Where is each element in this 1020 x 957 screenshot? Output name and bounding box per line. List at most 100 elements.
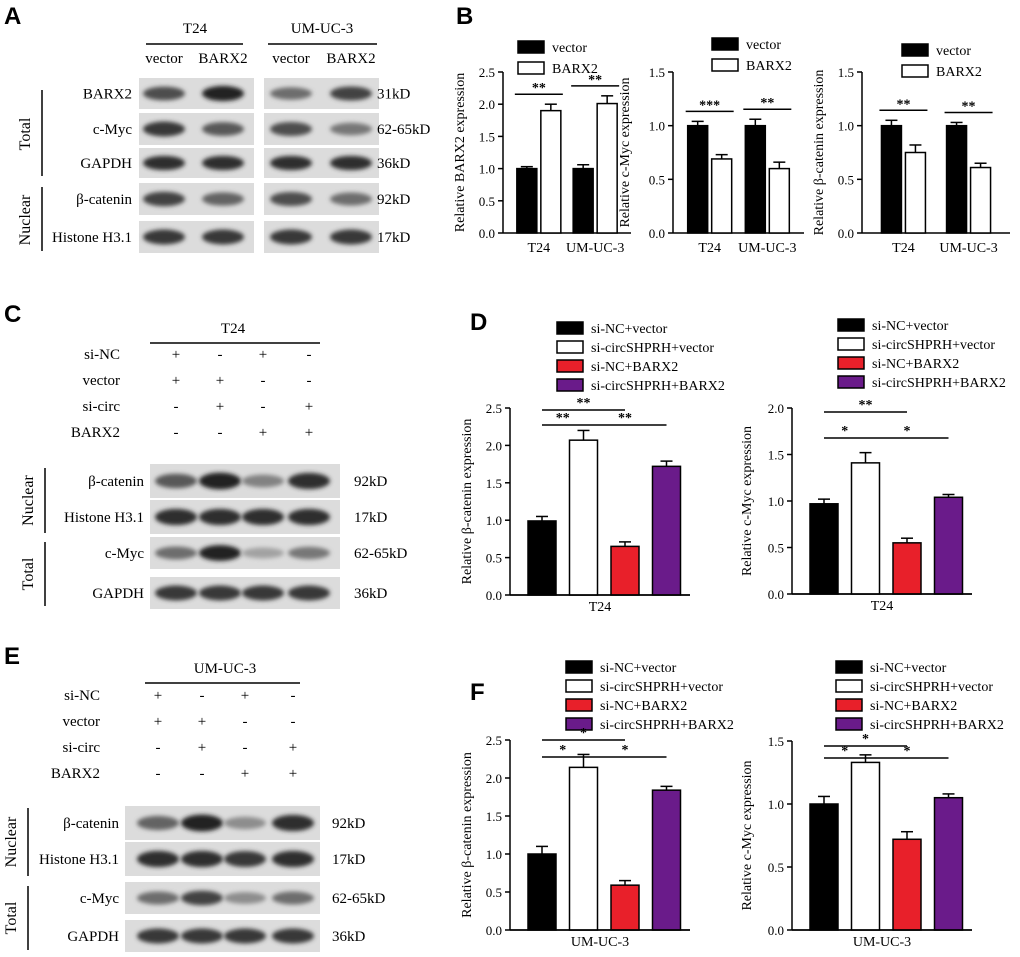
significance-mark: * [841, 424, 848, 439]
legend-label: si-circSHPRH+BARX2 [870, 718, 1004, 733]
y-axis-label: Relative BARX2 expression [453, 73, 468, 232]
side-label: Nuclear [17, 194, 34, 245]
x-tick-label: T24 [528, 241, 551, 256]
panel-a: A T24 UM-UC-3 vector BARX2 vector BARX2 BARX2 31… [4, 3, 430, 253]
legend-label: si-circSHPRH+vector [591, 341, 714, 356]
blot-e-2-band-4 [272, 850, 314, 868]
bar-si-circSHPRH+BARX2 [651, 789, 682, 931]
legend-label: si-circSHPRH+vector [600, 680, 723, 695]
y-tick-label: 0.0 [479, 226, 495, 241]
significance-mark: ** [896, 97, 910, 112]
blot-a-right-2-band-2 [330, 122, 372, 136]
legend-swatch [901, 43, 929, 57]
panel-e: E UM-UC-3 si-NC + - + - vector + + - - si-circ - + - + BA… [3, 643, 385, 952]
y-tick-label: 1.5 [838, 65, 854, 80]
legend-label: si-NC+BARX2 [870, 699, 957, 714]
blot-a-left-4-band-1 [143, 191, 185, 207]
row-label: c-Myc [105, 546, 144, 562]
legend-label: si-NC+vector [600, 661, 677, 676]
row-label: GAPDH [92, 586, 144, 602]
y-axis-label: Relative β-catenin expression [812, 70, 827, 236]
legend-swatch [565, 679, 593, 693]
blot-row: c-Myc 62-65kD [105, 537, 407, 569]
blot-row: c-Myc 62-65kD [80, 882, 385, 914]
legend-swatch [565, 698, 593, 712]
y-tick-label: 0.5 [768, 860, 784, 875]
size-label: 36kD [354, 586, 388, 602]
legend-swatch [556, 340, 584, 354]
chart-b3: 0.0 0.5 1.0 1.5 Relative β-catenin expressio… [812, 43, 1010, 256]
size-label: 62-65kD [332, 891, 385, 907]
blot-c-1-band-4 [288, 472, 330, 490]
row-label: β-catenin [76, 192, 132, 208]
row-label: Histone H3.1 [52, 230, 132, 246]
bar-vector-T24 [686, 124, 709, 234]
blot-e-4-band-3 [224, 928, 266, 944]
condition-sign: - [291, 714, 296, 730]
legend-label: vector [552, 41, 587, 56]
panel-letter-a: A [4, 3, 21, 30]
lane-label: vector [272, 51, 309, 67]
row-label: BARX2 [83, 87, 132, 103]
condition-sign: + [198, 714, 206, 730]
x-axis-label: T24 [589, 600, 612, 615]
chart-d1: 0.0 0.5 1.0 1.5 2.0 2.5 Relative β-catenin exp… [460, 321, 725, 615]
bar-vector-UM-UC-3 [945, 124, 968, 234]
panel-letter-b: B [456, 3, 473, 30]
significance-mark: ** [760, 96, 774, 111]
bar-si-NC+vector [527, 853, 557, 931]
blot-e-1-band-1 [137, 815, 179, 831]
significance-mark: ** [962, 99, 976, 114]
condition-sign: - [174, 425, 179, 441]
blot-a-left-3-band-2 [202, 155, 244, 171]
size-label: 36kD [377, 156, 411, 172]
y-tick-label: 1.5 [486, 809, 502, 824]
y-tick-label: 0.0 [768, 587, 784, 602]
bar-vector-T24 [516, 167, 538, 234]
y-tick-label: 2.0 [479, 97, 495, 112]
x-axis-label: UM-UC-3 [571, 935, 629, 950]
panel-letter-c: C [4, 301, 21, 328]
legend-label: si-circSHPRH+BARX2 [872, 376, 1006, 391]
legend-swatch [565, 660, 593, 674]
size-label: 62-65kD [354, 546, 407, 562]
blot-c-2-band-4 [288, 508, 330, 526]
legend-label: vector [936, 44, 971, 59]
blot-e-3-band-3 [224, 892, 266, 904]
legend-swatch [837, 337, 865, 351]
significance-mark: ** [859, 398, 873, 413]
blot-c-3-band-1 [155, 546, 197, 560]
legend-swatch [901, 64, 929, 78]
blot-row: c-Myc 62-65kD [93, 113, 430, 145]
legend-label: si-NC+vector [870, 661, 947, 676]
legend-label: si-NC+vector [591, 322, 668, 337]
significance-mark: ** [588, 73, 602, 88]
legend-swatch [556, 359, 584, 373]
legend-label: si-circSHPRH+BARX2 [600, 718, 734, 733]
condition-sign: + [154, 688, 162, 704]
blot-c-4-band-2 [199, 585, 241, 601]
legend-label: si-NC+vector [872, 319, 949, 334]
y-tick-label: 1.5 [479, 129, 495, 144]
y-tick-label: 2.0 [486, 438, 502, 453]
significance-mark: ** [532, 81, 546, 96]
bar-BARX2-UM-UC-3 [768, 167, 791, 234]
y-tick-label: 0.0 [838, 226, 854, 241]
bar-si-NC+vector [809, 803, 839, 931]
y-tick-label: 1.0 [768, 797, 784, 812]
condition-sign: - [200, 688, 205, 704]
condition-sign: + [241, 688, 249, 704]
significance-mark: * [622, 743, 629, 758]
blot-row: Histone H3.1 17kD [64, 500, 388, 534]
condition-label: si-circ [83, 399, 121, 415]
side-label: Nuclear [20, 475, 37, 526]
blot-a-right-4-band-2 [330, 192, 372, 206]
row-label: c-Myc [80, 891, 119, 907]
legend-label: si-circSHPRH+vector [870, 680, 993, 695]
row-label: β-catenin [88, 474, 144, 490]
blot-row: β-catenin 92kD [76, 183, 411, 215]
blot-e-4-band-2 [181, 928, 223, 944]
blot-e-2-band-1 [137, 850, 179, 868]
size-label: 92kD [377, 192, 411, 208]
y-tick-label: 0.5 [486, 885, 502, 900]
